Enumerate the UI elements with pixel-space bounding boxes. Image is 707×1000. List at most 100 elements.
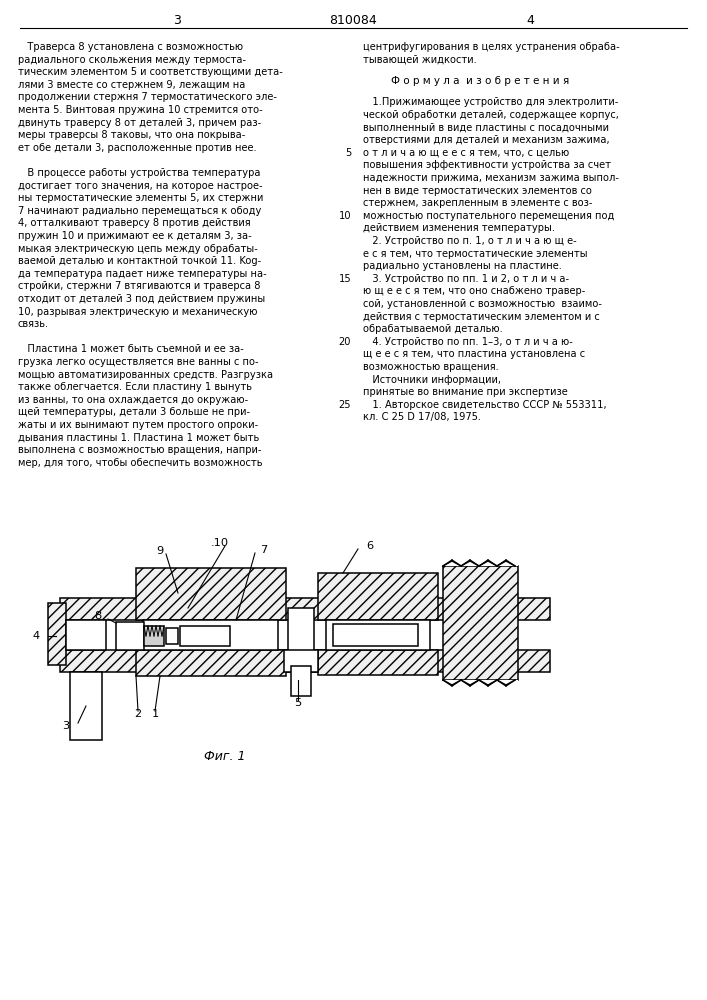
Text: выполнена с возможностью вращения, напри-: выполнена с возможностью вращения, напри…	[18, 445, 262, 455]
Text: мощью автоматизированных средств. Разгрузка: мощью автоматизированных средств. Разгру…	[18, 370, 273, 380]
Text: 3: 3	[62, 721, 69, 731]
Text: 6: 6	[366, 541, 373, 551]
Bar	[318, 650, 438, 675]
Bar	[443, 566, 518, 680]
Text: Ф о р м у л а  и з о б р е т е н и я: Ф о р м у л а и з о б р е т е н и я	[391, 76, 569, 86]
Text: Фиг. 1: Фиг. 1	[204, 750, 246, 763]
Bar	[166, 628, 178, 644]
Text: надежности прижима, механизм зажима выпол-: надежности прижима, механизм зажима выпо…	[363, 173, 619, 183]
Text: 9: 9	[156, 546, 163, 556]
Text: 4. Устройство по пп. 1–3, о т л и ч а ю-: 4. Устройство по пп. 1–3, о т л и ч а ю-	[363, 337, 573, 347]
Text: 1: 1	[151, 709, 158, 719]
Text: отверстиями для деталей и механизм зажима,: отверстиями для деталей и механизм зажим…	[363, 135, 609, 145]
Text: тическим элементом 5 и соответствующими дета-: тическим элементом 5 и соответствующими …	[18, 67, 283, 77]
Text: обрабатываемой деталью.: обрабатываемой деталью.	[363, 324, 503, 334]
Text: е с я тем, что термостатические элементы: е с я тем, что термостатические элементы	[363, 249, 588, 259]
Bar	[143, 620, 278, 650]
Bar	[291, 666, 311, 696]
Text: лями 3 вместе со стержнем 9, лежащим на: лями 3 вместе со стержнем 9, лежащим на	[18, 80, 245, 90]
Text: 1.Прижимающее устройство для электролити-: 1.Прижимающее устройство для электролити…	[363, 97, 619, 107]
Text: из ванны, то она охлаждается до окружаю-: из ванны, то она охлаждается до окружаю-	[18, 395, 248, 405]
Text: ваемой деталью и контактной точкой 11. Kog-: ваемой деталью и контактной точкой 11. K…	[18, 256, 262, 266]
Bar	[443, 680, 518, 686]
Text: В процессе работы устройства температура: В процессе работы устройства температура	[18, 168, 260, 178]
Text: тывающей жидкости.: тывающей жидкости.	[363, 55, 477, 65]
Text: действия с термостатическим элементом и с: действия с термостатическим элементом и …	[363, 312, 600, 322]
Text: 10, разрывая электрическую и механическую: 10, разрывая электрическую и механическу…	[18, 307, 257, 317]
Text: 7 начинают радиально перемещаться к ободу: 7 начинают радиально перемещаться к обод…	[18, 206, 262, 216]
Bar	[136, 568, 286, 620]
Text: меры траверсы 8 таковы, что она покрыва-: меры траверсы 8 таковы, что она покрыва-	[18, 130, 245, 140]
Bar	[70, 672, 102, 740]
Text: ю щ е е с я тем, что оно снабжено травер-: ю щ е е с я тем, что оно снабжено травер…	[363, 286, 585, 296]
Bar	[136, 650, 286, 676]
Text: мента 5. Винтовая пружина 10 стремится ото-: мента 5. Винтовая пружина 10 стремится о…	[18, 105, 263, 115]
Bar	[180, 626, 230, 646]
Text: .10: .10	[211, 538, 229, 548]
Text: да температура падает ниже температуры на-: да температура падает ниже температуры н…	[18, 269, 267, 279]
Bar	[60, 598, 550, 620]
Text: грузка легко осуществляется вне ванны с по-: грузка легко осуществляется вне ванны с …	[18, 357, 259, 367]
Text: о т л и ч а ю щ е е с я тем, что, с целью: о т л и ч а ю щ е е с я тем, что, с цель…	[363, 148, 569, 158]
Text: нен в виде термостатических элементов со: нен в виде термостатических элементов со	[363, 186, 592, 196]
Text: ческой обработки деталей, содержащее корпус,: ческой обработки деталей, содержащее кор…	[363, 110, 619, 120]
Text: ет обе детали 3, расположенные против нее.: ет обе детали 3, расположенные против не…	[18, 143, 257, 153]
Text: 3. Устройство по пп. 1 и 2, о т л и ч а-: 3. Устройство по пп. 1 и 2, о т л и ч а-	[363, 274, 569, 284]
Bar	[284, 650, 318, 672]
Text: двинуть траверсу 8 от деталей 3, причем раз-: двинуть траверсу 8 от деталей 3, причем …	[18, 118, 262, 128]
Text: Источники информации,: Источники информации,	[363, 375, 501, 385]
Text: 1. Авторское свидетельство СССР № 553311,: 1. Авторское свидетельство СССР № 553311…	[363, 400, 607, 410]
Bar	[318, 573, 438, 620]
Text: 4, отталкивают траверсу 8 против действия: 4, отталкивают траверсу 8 против действи…	[18, 218, 250, 228]
Text: действием изменения температуры.: действием изменения температуры.	[363, 223, 555, 233]
Text: принятые во внимание при экспертизе: принятые во внимание при экспертизе	[363, 387, 568, 397]
Bar	[48, 603, 66, 665]
Text: мыкая электрическую цепь между обрабаты-: мыкая электрическую цепь между обрабаты-	[18, 244, 258, 254]
Bar	[66, 620, 106, 650]
Text: также облегчается. Если пластину 1 вынуть: также облегчается. Если пластину 1 вынут…	[18, 382, 252, 392]
Text: 8: 8	[94, 611, 102, 621]
Text: Траверса 8 установлена с возможностью: Траверса 8 установлена с возможностью	[18, 42, 243, 52]
Text: 4: 4	[33, 631, 40, 641]
Text: пружин 10 и прижимают ее к деталям 3, за-: пружин 10 и прижимают ее к деталям 3, за…	[18, 231, 252, 241]
Text: кл. С 25 D 17/08, 1975.: кл. С 25 D 17/08, 1975.	[363, 412, 481, 422]
Text: 7: 7	[260, 545, 268, 555]
Bar	[333, 624, 418, 646]
Text: радиально установлены на пластине.: радиально установлены на пластине.	[363, 261, 562, 271]
Bar	[144, 626, 164, 646]
Text: достигает того значения, на которое настрое-: достигает того значения, на которое наст…	[18, 181, 262, 191]
Bar	[60, 650, 550, 672]
Text: 25: 25	[339, 400, 351, 410]
Text: возможностью вращения.: возможностью вращения.	[363, 362, 498, 372]
Text: ны термостатические элементы 5, их стержни: ны термостатические элементы 5, их стерж…	[18, 193, 264, 203]
Text: щ е е с я тем, что пластина установлена с: щ е е с я тем, что пластина установлена …	[363, 349, 585, 359]
Text: отходит от деталей 3 под действием пружины: отходит от деталей 3 под действием пружи…	[18, 294, 265, 304]
Text: 5: 5	[345, 148, 351, 158]
Text: 810084: 810084	[329, 13, 377, 26]
Text: повышения эффективности устройства за счет: повышения эффективности устройства за сч…	[363, 160, 611, 170]
Text: 2. Устройство по п. 1, о т л и ч а ю щ е-: 2. Устройство по п. 1, о т л и ч а ю щ е…	[363, 236, 577, 246]
Bar	[443, 560, 518, 566]
Text: стержнем, закрепленным в элементе с воз-: стержнем, закрепленным в элементе с воз-	[363, 198, 592, 208]
Text: сой, установленной с возможностью  взаимо-: сой, установленной с возможностью взаимо…	[363, 299, 602, 309]
Text: связь.: связь.	[18, 319, 49, 329]
Text: 3: 3	[173, 13, 181, 26]
Text: щей температуры, детали 3 больше не при-: щей температуры, детали 3 больше не при-	[18, 407, 250, 417]
Text: дывания пластины 1. Пластина 1 может быть: дывания пластины 1. Пластина 1 может быт…	[18, 433, 259, 443]
Text: 4: 4	[526, 13, 534, 26]
Bar	[326, 620, 430, 650]
Text: жаты и их вынимают путем простого опроки-: жаты и их вынимают путем простого опроки…	[18, 420, 258, 430]
Text: 2: 2	[134, 709, 141, 719]
Text: стройки, стержни 7 втягиваются и траверса 8: стройки, стержни 7 втягиваются и траверс…	[18, 281, 260, 291]
Text: радиального скольжения между термоста-: радиального скольжения между термоста-	[18, 55, 246, 65]
Text: 20: 20	[339, 337, 351, 347]
Text: выполненный в виде пластины с посадочными: выполненный в виде пластины с посадочным…	[363, 123, 609, 133]
Text: Пластина 1 может быть съемной и ее за-: Пластина 1 может быть съемной и ее за-	[18, 344, 244, 354]
Text: продолжении стержня 7 термостатического эле-: продолжении стержня 7 термостатического …	[18, 92, 277, 102]
Text: мер, для того, чтобы обеспечить возможность: мер, для того, чтобы обеспечить возможно…	[18, 458, 262, 468]
Text: можностью поступательного перемещения под: можностью поступательного перемещения по…	[363, 211, 614, 221]
Text: 15: 15	[339, 274, 351, 284]
Bar	[288, 608, 314, 658]
Text: центрифугирования в целях устранения обраба-: центрифугирования в целях устранения обр…	[363, 42, 620, 52]
Text: 10: 10	[339, 211, 351, 221]
